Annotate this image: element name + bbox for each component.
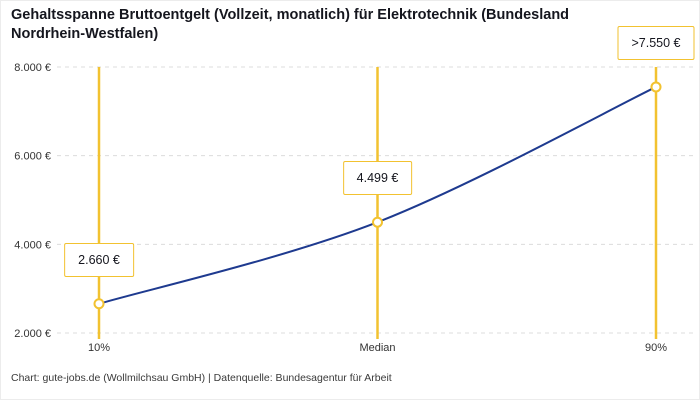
- chart-credit: Chart: gute-jobs.de (Wollmilchsau GmbH) …: [11, 372, 392, 384]
- value-annotation: 2.660 €: [64, 242, 134, 277]
- chart-title: Gehaltsspanne Bruttoentgelt (Vollzeit, m…: [11, 7, 570, 42]
- data-point-marker: [372, 216, 383, 228]
- y-axis-tick-label: 8.000 €: [14, 62, 51, 74]
- y-axis-tick-label: 4.000 €: [14, 239, 51, 251]
- x-axis-tick-label: Median: [359, 342, 395, 354]
- value-annotation: >7.550 €: [617, 25, 695, 60]
- x-axis-tick-label: 10%: [88, 342, 110, 354]
- data-point-marker: [93, 298, 105, 310]
- x-axis-tick-label: 90%: [645, 342, 667, 354]
- y-axis-tick-label: 6.000 €: [14, 151, 51, 163]
- y-axis-tick-label: 2.000 €: [14, 328, 51, 340]
- value-annotation: 4.499 €: [342, 161, 413, 196]
- data-point-marker: [650, 81, 662, 93]
- salary-line-chart: 2.000 € 4.000 € 6.000 € 8.000 € 10% Median 90%: [14, 62, 693, 354]
